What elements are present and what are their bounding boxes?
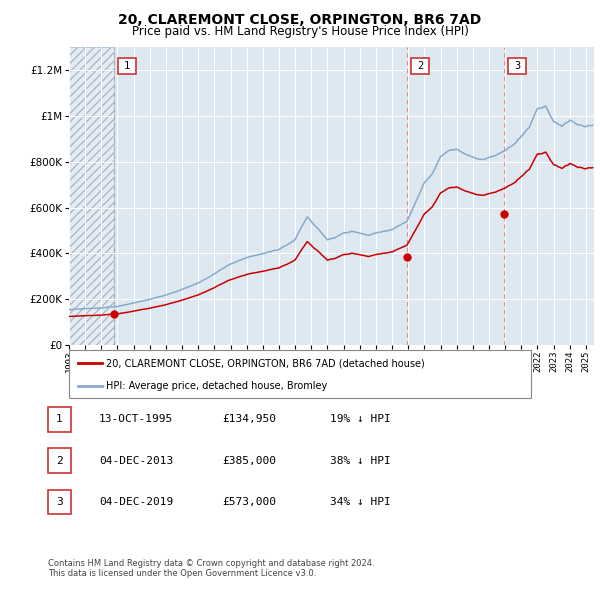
Text: 13-OCT-1995: 13-OCT-1995 [99, 415, 173, 424]
Text: Contains HM Land Registry data © Crown copyright and database right 2024.: Contains HM Land Registry data © Crown c… [48, 559, 374, 568]
Text: 38% ↓ HPI: 38% ↓ HPI [330, 456, 391, 466]
Text: 2: 2 [56, 456, 63, 466]
Text: 1: 1 [56, 415, 63, 424]
Text: Price paid vs. HM Land Registry's House Price Index (HPI): Price paid vs. HM Land Registry's House … [131, 25, 469, 38]
Text: £385,000: £385,000 [222, 456, 276, 466]
Bar [69, 47, 114, 345]
Text: 20, CLAREMONT CLOSE, ORPINGTON, BR6 7AD: 20, CLAREMONT CLOSE, ORPINGTON, BR6 7AD [118, 13, 482, 27]
Text: 1: 1 [124, 61, 130, 71]
Text: 2: 2 [417, 61, 424, 71]
Text: This data is licensed under the Open Government Licence v3.0.: This data is licensed under the Open Gov… [48, 569, 316, 578]
Text: 19% ↓ HPI: 19% ↓ HPI [330, 415, 391, 424]
Text: HPI: Average price, detached house, Bromley: HPI: Average price, detached house, Brom… [106, 381, 328, 391]
Text: 20, CLAREMONT CLOSE, ORPINGTON, BR6 7AD (detached house): 20, CLAREMONT CLOSE, ORPINGTON, BR6 7AD … [106, 358, 425, 368]
Bar [69, 47, 114, 345]
Text: 3: 3 [56, 497, 63, 507]
Text: 34% ↓ HPI: 34% ↓ HPI [330, 497, 391, 507]
Text: 04-DEC-2019: 04-DEC-2019 [99, 497, 173, 507]
Text: 3: 3 [514, 61, 520, 71]
Text: 04-DEC-2013: 04-DEC-2013 [99, 456, 173, 466]
Text: £573,000: £573,000 [222, 497, 276, 507]
Text: £134,950: £134,950 [222, 415, 276, 424]
